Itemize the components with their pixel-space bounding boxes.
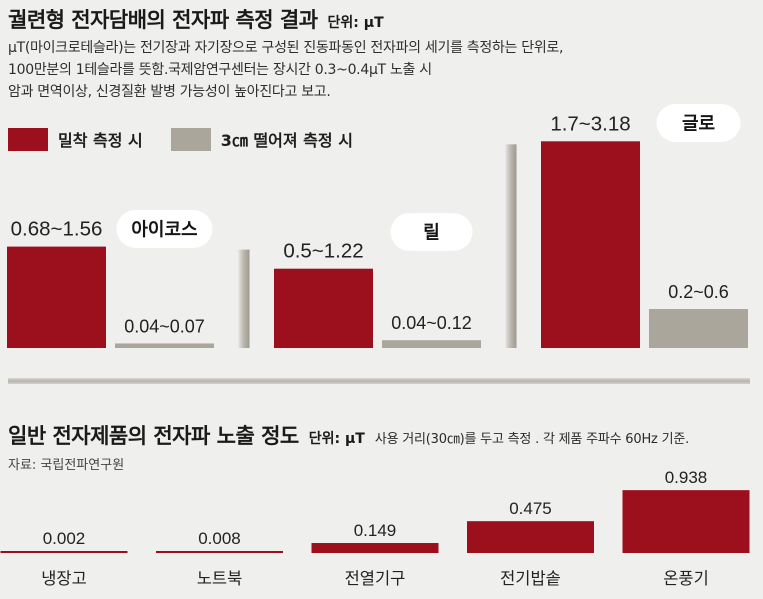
appliance-name-label: 온풍기 <box>663 569 709 588</box>
product-name-label: 글로 <box>682 114 715 135</box>
bar-3cm-distance <box>382 340 481 348</box>
value-label-close-contact: 0.68~1.56 <box>11 218 103 241</box>
source-credit: 자료: 국립전파연구원 <box>8 458 125 473</box>
section-divider <box>8 378 750 384</box>
appliance-bar <box>622 490 750 553</box>
product-name-pill <box>116 210 213 248</box>
bar-close-contact <box>7 246 106 348</box>
bar-close-contact <box>274 268 373 348</box>
appliance-name-label: 냉장고 <box>41 569 87 588</box>
product-name-label: 릴 <box>423 222 440 244</box>
group-divider <box>238 249 250 348</box>
value-label-close-contact: 1.7~3.18 <box>550 112 630 135</box>
chart1-header: 궐련형 전자담배의 전자파 측정 결과 단위: μT <box>8 4 384 34</box>
appliance-value-label: 0.475 <box>509 499 552 518</box>
product-name-label: 아이코스 <box>131 220 197 241</box>
description-line: μT(마이크로테슬라)는 전기장과 자기장으로 구성된 진동파동인 전자파의 세… <box>8 40 564 56</box>
appliance-name-label: 노트북 <box>197 569 243 588</box>
chart2-unit: 단위: μT <box>308 431 365 447</box>
value-label-3cm-distance: 0.04~0.12 <box>391 313 472 333</box>
product-name-pill <box>390 213 473 251</box>
appliance-value-label: 0.008 <box>198 529 241 548</box>
appliance-bar <box>467 521 594 553</box>
legend-label-3cm: 3㎝ 떨어져 측정 시 <box>220 131 353 150</box>
legend-swatch-3cm <box>170 127 211 151</box>
bar-3cm-distance <box>115 343 214 348</box>
legend: 밀착 측정 시 3㎝ 떨어져 측정 시 <box>8 127 381 151</box>
value-label-3cm-distance: 0.04~0.07 <box>124 316 205 336</box>
description-line: 100만분의 1테슬라를 뜻함.국제암연구센터는 장시간 0.3~0.4μT 노… <box>8 62 432 78</box>
group-divider <box>505 144 517 348</box>
description-line: 암과 면역이상, 신경질환 발병 가능성이 높아진다고 보고. <box>8 84 331 100</box>
chart1-title: 궐련형 전자담배의 전자파 측정 결과 <box>8 8 318 32</box>
description: μT(마이크로테슬라)는 전기장과 자기장으로 구성된 진동파동인 전자파의 세… <box>8 37 563 103</box>
value-label-close-contact: 0.5~1.22 <box>283 240 363 263</box>
chart1-unit: 단위: μT <box>327 15 384 31</box>
e-cigarette-emf-chart: 0.68~1.56 0.04~0.07 아이코스 0.5~1.22 0.04~0.12 릴… <box>7 104 748 348</box>
legend-swatch-close <box>8 127 48 151</box>
appliance-bar <box>311 543 439 553</box>
bar-close-contact <box>541 141 640 348</box>
product-name-pill <box>656 104 741 142</box>
appliance-value-label: 0.149 <box>354 521 397 540</box>
chart2-note: 사용 거리(30㎝)를 두고 측정 . 각 제품 주파수 60Hz 기준. <box>374 432 690 447</box>
appliance-emf-chart: 0.002 냉장고 0.008 노트북 0.149 전열기구 0.475 전기밥솥 0.938 온… <box>0 468 750 588</box>
chart2-header: 일반 전자제품의 전자파 노출 정도 단위: μT 사용 거리(30㎝)를 두고… <box>8 420 689 450</box>
bar-3cm-distance <box>649 309 748 348</box>
value-label-3cm-distance: 0.2~0.6 <box>668 282 729 302</box>
appliance-value-label: 0.938 <box>665 468 708 487</box>
appliance-bar <box>156 551 283 553</box>
chart2-title: 일반 전자제품의 전자파 노출 정도 <box>8 424 299 448</box>
appliance-bar <box>0 551 128 553</box>
appliance-value-label: 0.002 <box>43 529 86 548</box>
appliance-name-label: 전기밥솥 <box>500 569 561 588</box>
appliance-name-label: 전열기구 <box>345 569 406 588</box>
legend-label-close: 밀착 측정 시 <box>58 131 143 150</box>
